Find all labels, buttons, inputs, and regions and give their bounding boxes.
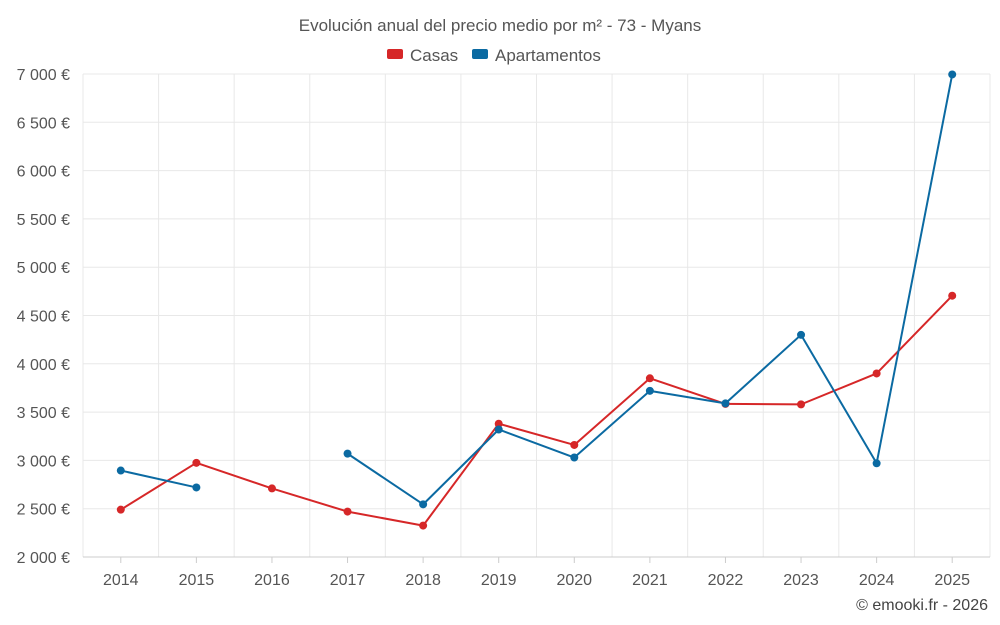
x-tick-label: 2018 (405, 572, 441, 589)
x-axis: 2014 2015 2016 2017 2018 2019 2020 2021 2022 2023… (83, 556, 990, 589)
data-point-casas-2023[interactable] (797, 400, 806, 409)
y-tick-label: 6 500 € (17, 115, 70, 132)
legend-label-apartamentos: Apartamentos (495, 46, 601, 65)
y-tick-label: 5 500 € (17, 212, 70, 229)
x-tick-label: 2025 (934, 572, 970, 589)
data-point-casas-2020[interactable] (570, 440, 579, 449)
x-tick-label: 2021 (632, 572, 668, 589)
y-tick-label: 3 500 € (17, 405, 70, 422)
data-point-apartamentos-2023[interactable] (797, 330, 806, 339)
grid (82, 73, 991, 558)
x-tick-label: 2014 (103, 572, 139, 589)
data-point-apartamentos-2021[interactable] (645, 386, 654, 395)
legend-label-casas: Casas (410, 46, 458, 65)
data-point-casas-2018[interactable] (419, 521, 428, 530)
series-casas (116, 291, 957, 530)
data-point-casas-2024[interactable] (872, 369, 881, 378)
series-line-apartamentos (120, 469, 197, 489)
x-tick-label: 2015 (179, 572, 215, 589)
series-line-casas (120, 295, 953, 527)
legend-swatch-casas (387, 49, 403, 59)
y-tick-label: 2 500 € (17, 502, 70, 519)
y-axis: 2 000 € 2 500 € 3 000 € 3 500 € 4 000 € 4 500… (17, 67, 70, 567)
data-point-casas-2016[interactable] (267, 484, 276, 493)
legend-item-casas[interactable]: Casas (387, 46, 458, 65)
data-point-apartamentos-2015[interactable] (192, 483, 201, 492)
x-tick-label: 2024 (859, 572, 895, 589)
legend-item-apartamentos[interactable]: Apartamentos (472, 46, 601, 65)
data-point-casas-2017[interactable] (343, 507, 352, 516)
data-point-apartamentos-2018[interactable] (419, 500, 428, 509)
y-tick-label: 2 000 € (17, 550, 70, 567)
y-tick-label: 4 500 € (17, 309, 70, 326)
data-point-apartamentos-2017[interactable] (343, 449, 352, 458)
data-point-apartamentos-2022[interactable] (721, 399, 730, 408)
data-point-casas-2021[interactable] (645, 374, 654, 383)
data-point-casas-2014[interactable] (116, 505, 125, 514)
data-point-apartamentos-2019[interactable] (494, 425, 503, 434)
credit-text: © emooki.fr - 2026 (856, 597, 988, 614)
legend[interactable]: Casas Apartamentos (387, 46, 601, 65)
data-point-apartamentos-2025[interactable] (948, 70, 957, 79)
x-tick-label: 2016 (254, 572, 290, 589)
legend-swatch-apartamentos (472, 49, 488, 59)
y-tick-label: 6 000 € (17, 164, 70, 181)
x-tick-label: 2019 (481, 572, 517, 589)
x-tick-label: 2017 (330, 572, 366, 589)
series (116, 70, 957, 530)
y-tick-label: 4 000 € (17, 357, 70, 374)
data-point-apartamentos-2020[interactable] (570, 453, 579, 462)
x-tick-label: 2022 (708, 572, 744, 589)
data-point-apartamentos-2014[interactable] (116, 466, 125, 475)
y-tick-label: 7 000 € (17, 67, 70, 84)
data-point-casas-2015[interactable] (192, 458, 201, 467)
x-tick-label: 2020 (556, 572, 592, 589)
series-apartamentos (116, 70, 957, 509)
data-point-apartamentos-2024[interactable] (872, 459, 881, 468)
y-tick-label: 3 000 € (17, 453, 70, 470)
series-line-apartamentos (346, 74, 954, 506)
x-tick-label: 2023 (783, 572, 819, 589)
data-point-casas-2025[interactable] (948, 291, 957, 300)
data-point-casas-2019[interactable] (494, 419, 503, 428)
chart-title: Evolución anual del precio medio por m² … (299, 16, 702, 35)
y-tick-label: 5 000 € (17, 260, 70, 277)
